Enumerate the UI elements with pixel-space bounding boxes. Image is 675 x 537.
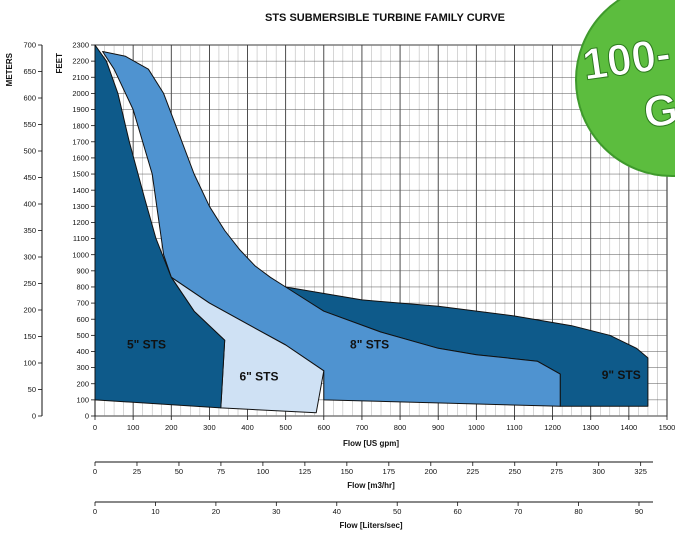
y-tick-label: 1300 — [72, 202, 89, 211]
series-label: 8" STS — [350, 337, 389, 351]
y-tick-label: 1900 — [72, 105, 89, 114]
flow-axis-label: Flow [m3/hr] — [347, 481, 395, 490]
meters-tick-label: 700 — [23, 41, 36, 50]
y-tick-label: 0 — [85, 412, 89, 421]
flow-tick-label: 80 — [574, 507, 582, 516]
flow-tick-label: 250 — [508, 467, 521, 476]
y-tick-label: 100 — [76, 395, 89, 404]
series-layer — [94, 44, 649, 414]
series-label: 9" STS — [602, 368, 641, 382]
series-label: 5" STS — [127, 337, 166, 351]
flow-tick-label: 70 — [514, 507, 522, 516]
meters-tick-label: 0 — [32, 412, 36, 421]
meters-tick-label: 650 — [23, 67, 36, 76]
x-tick-label: 1000 — [468, 423, 485, 432]
y-axis-label: FEET — [55, 53, 64, 74]
y-tick-label: 600 — [76, 315, 89, 324]
flow-tick-label: 225 — [467, 467, 480, 476]
y-tick-label: 500 — [76, 331, 89, 340]
x-tick-label: 1200 — [544, 423, 561, 432]
flow-tick-label: 50 — [175, 467, 183, 476]
y-tick-label: 1700 — [72, 137, 89, 146]
meters-tick-label: 300 — [23, 253, 36, 262]
y-tick-label: 1000 — [72, 250, 89, 259]
flow-tick-label: 10 — [151, 507, 159, 516]
flow-tick-label: 125 — [299, 467, 312, 476]
y-tick-label: 1400 — [72, 186, 89, 195]
x-tick-label: 800 — [394, 423, 407, 432]
x-tick-label: 500 — [279, 423, 292, 432]
flow-tick-label: 150 — [341, 467, 354, 476]
series-label: 6" STS — [239, 370, 278, 384]
meters-tick-label: 350 — [23, 226, 36, 235]
y-tick-label: 800 — [76, 283, 89, 292]
flow-tick-label: 0 — [93, 507, 97, 516]
y-tick-label: 2100 — [72, 73, 89, 82]
x-tick-label: 1100 — [506, 423, 522, 432]
badge: 100- G — [575, 0, 675, 177]
badge-line2: G — [641, 85, 675, 138]
series-area — [94, 44, 226, 409]
meters-tick-label: 250 — [23, 279, 36, 288]
x-tick-label: 0 — [93, 423, 97, 432]
flow-axis-label: Flow [Liters/sec] — [339, 521, 402, 530]
x-tick-label: 600 — [318, 423, 331, 432]
meters-tick-label: 600 — [23, 94, 36, 103]
meters-axis-label: METERS — [5, 52, 14, 86]
flow-tick-label: 200 — [425, 467, 438, 476]
y-tick-label: 1600 — [72, 154, 89, 163]
y-tick-label: 300 — [76, 363, 89, 372]
flow-tick-label: 0 — [93, 467, 97, 476]
meters-tick-label: 450 — [23, 173, 36, 182]
x-tick-label: 1300 — [582, 423, 599, 432]
y-tick-label: 1800 — [72, 121, 89, 130]
x-tick-label: 1500 — [659, 423, 675, 432]
meters-tick-label: 50 — [28, 385, 36, 394]
meters-tick-label: 100 — [23, 359, 36, 368]
series-labels: 9" STS 8" STS 6" STS 5" STS — [127, 337, 641, 383]
flow-tick-label: 50 — [393, 507, 401, 516]
y-tick-label: 1100 — [73, 234, 89, 243]
meters-tick-label: 200 — [23, 306, 36, 315]
flow-tick-label: 325 — [634, 467, 647, 476]
flow-tick-label: 30 — [272, 507, 280, 516]
y-tick-label: 2300 — [72, 41, 89, 50]
x-tick-label: 900 — [432, 423, 445, 432]
flow-tick-label: 100 — [257, 467, 270, 476]
badge-circle — [575, 0, 675, 177]
x-tick-label: 700 — [356, 423, 369, 432]
flow-tick-label: 60 — [453, 507, 461, 516]
x-tick-label: 1400 — [621, 423, 638, 432]
flow-tick-label: 300 — [592, 467, 605, 476]
flow-tick-label: 175 — [383, 467, 396, 476]
meters-tick-label: 500 — [23, 147, 36, 156]
y-tick-label: 200 — [76, 379, 89, 388]
flow-tick-label: 90 — [635, 507, 643, 516]
x-axis-label: Flow [US gpm] — [343, 439, 399, 448]
x-tick-label: 400 — [241, 423, 254, 432]
y-tick-label: 1200 — [72, 218, 89, 227]
flow-tick-label: 75 — [217, 467, 225, 476]
flow-tick-label: 25 — [133, 467, 141, 476]
meters-tick-label: 550 — [23, 120, 36, 129]
meters-tick-label: 400 — [23, 200, 36, 209]
flow-tick-label: 20 — [212, 507, 220, 516]
axes: 0 100 200 300 400 500 600 700 800 900 1000 1100 1200… — [5, 41, 675, 530]
y-tick-label: 900 — [76, 266, 89, 275]
y-tick-label: 700 — [76, 299, 89, 308]
meters-tick-label: 150 — [23, 332, 36, 341]
y-tick-label: 2200 — [72, 57, 89, 66]
x-tick-label: 200 — [165, 423, 178, 432]
flow-tick-label: 275 — [550, 467, 563, 476]
flow-tick-label: 40 — [333, 507, 341, 516]
x-tick-label: 100 — [127, 423, 140, 432]
chart-title: STS SUBMERSIBLE TURBINE FAMILY CURVE — [265, 12, 505, 24]
x-tick-label: 300 — [203, 423, 216, 432]
y-tick-label: 400 — [76, 347, 89, 356]
y-tick-label: 2000 — [72, 89, 89, 98]
y-tick-label: 1500 — [72, 170, 89, 179]
